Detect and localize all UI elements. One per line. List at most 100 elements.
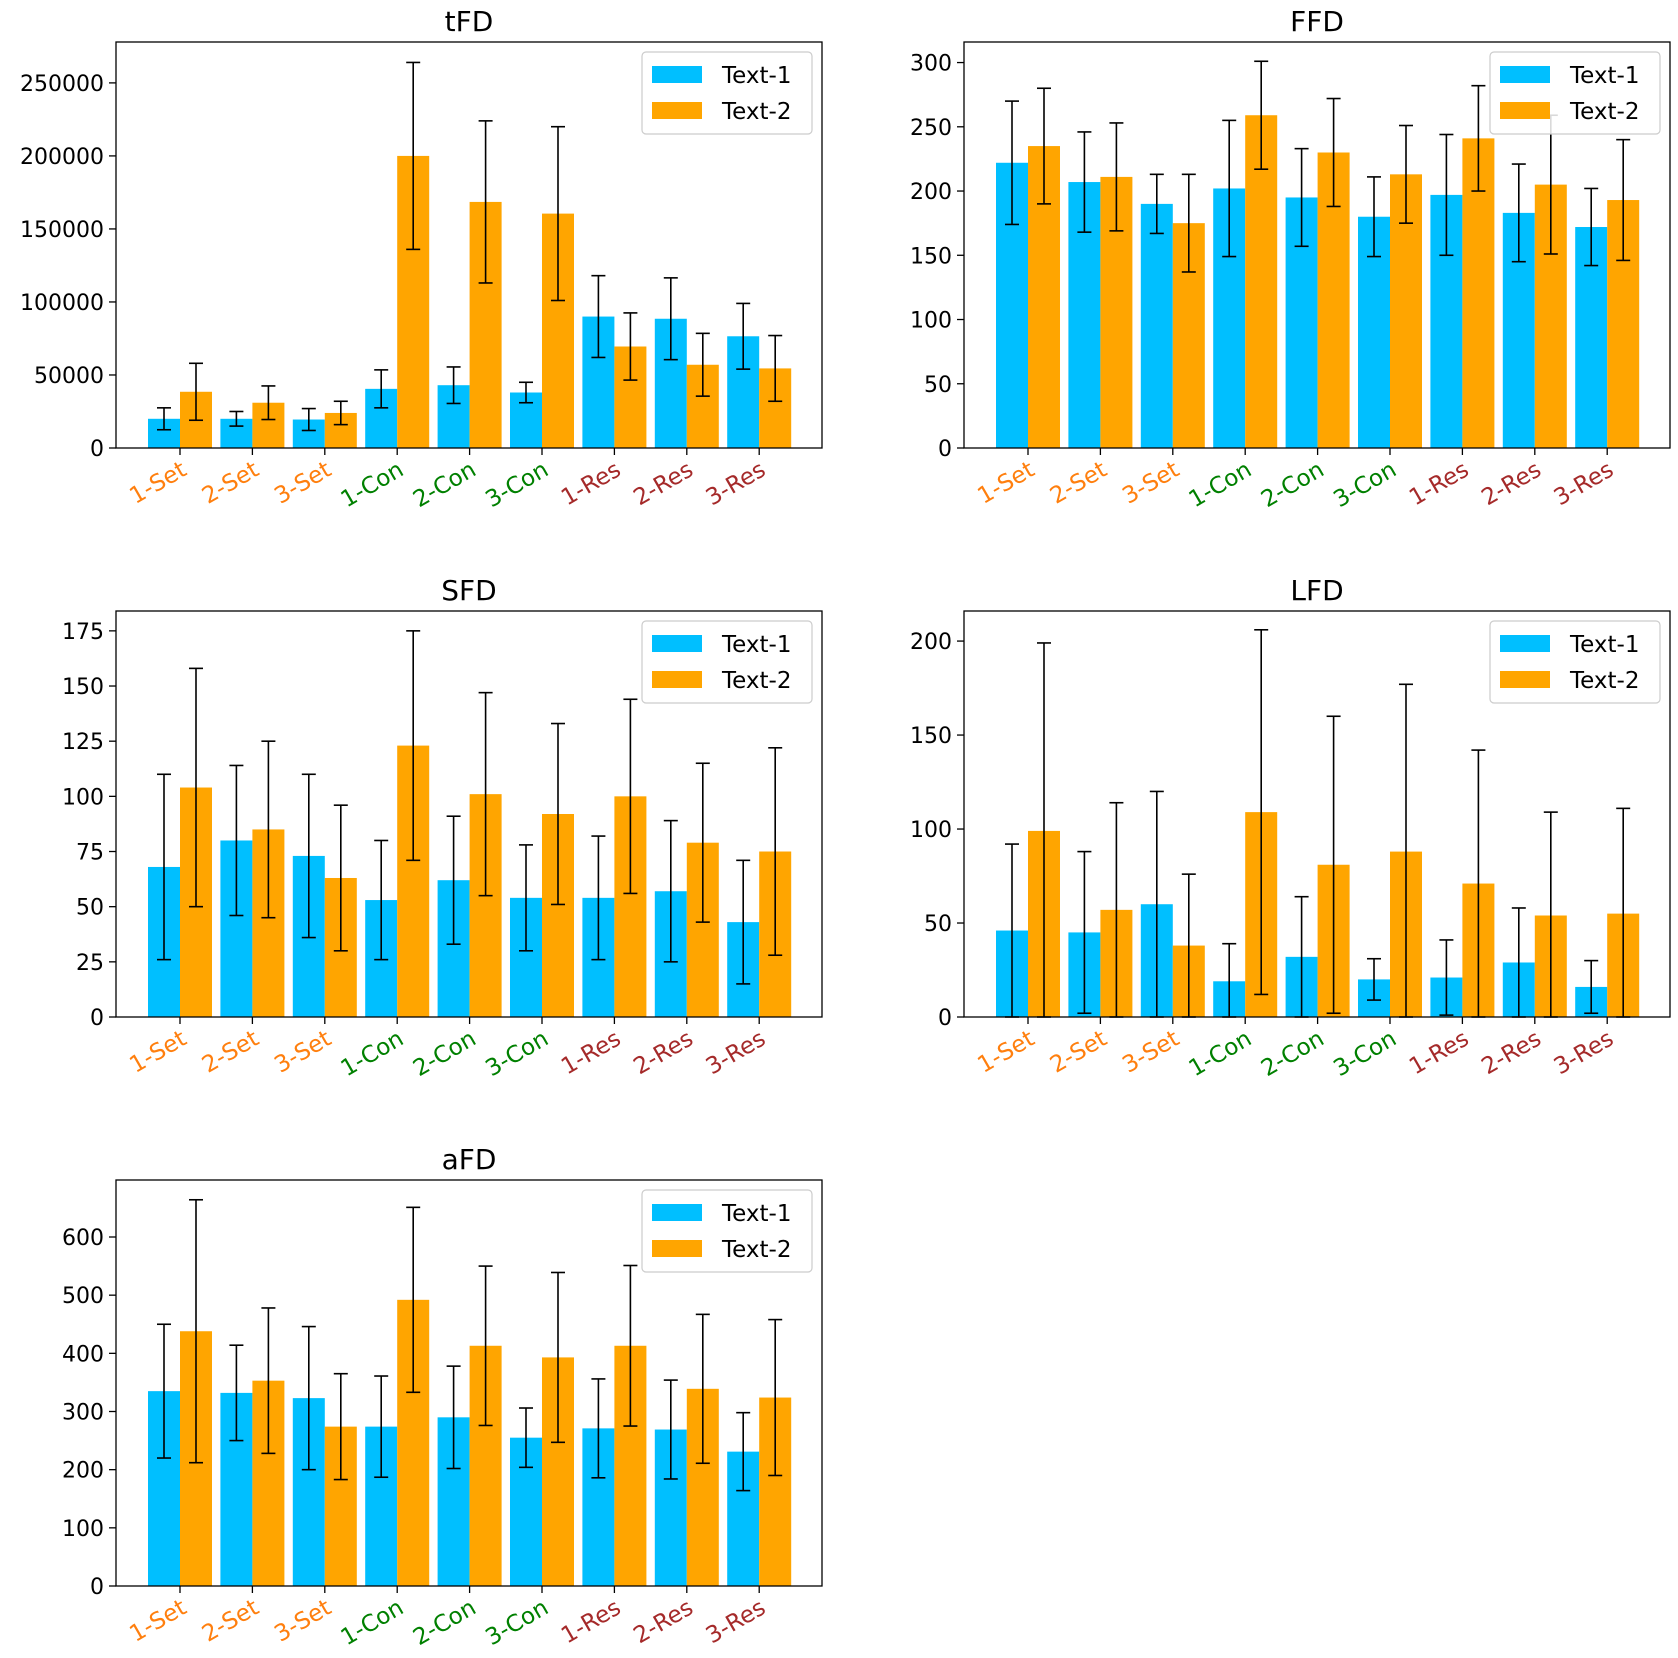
- error-bar: [1326, 97, 1341, 208]
- xtick-label-1-res: 1-Res: [557, 1026, 625, 1081]
- xtick-label-3-con: 3-Con: [481, 1595, 553, 1651]
- xtick-label-3-set: 3-Set: [270, 1026, 336, 1079]
- error-bar: [1439, 133, 1454, 257]
- legend-label-text-2: Text-2: [721, 99, 791, 125]
- xtick-label-3-set: 3-Set: [1118, 457, 1184, 510]
- error-bar: [591, 1378, 606, 1479]
- legend-label-text-2: Text-2: [721, 1237, 791, 1263]
- error-bar: [157, 773, 171, 961]
- ytick-label: 150: [910, 724, 952, 749]
- error-bar: [1254, 628, 1269, 996]
- xtick-label-3-set: 3-Set: [270, 457, 336, 510]
- legend-swatch-text-1: [652, 1204, 702, 1221]
- xtick-label-1-res: 1-Res: [1405, 457, 1473, 512]
- error-bar: [406, 61, 421, 251]
- error-bar: [1294, 147, 1309, 248]
- ytick-label: 50: [924, 912, 952, 937]
- ytick-label: 200: [62, 1459, 104, 1484]
- ytick-label: 125: [62, 730, 104, 755]
- legend-swatch-text-1: [652, 66, 702, 83]
- legend-swatch-text-1: [1500, 66, 1550, 83]
- error-bar: [695, 762, 710, 923]
- xtick-label-2-con: 2-Con: [409, 457, 481, 513]
- xtick-label-1-res: 1-Res: [557, 457, 625, 512]
- chart-afd: aFD 0 100 200 300 400 500 600 1-Set 2-Set 3-Set 1-C…: [62, 1143, 823, 1651]
- error-bar: [768, 334, 783, 403]
- legend-label-text-1: Text-1: [721, 1201, 791, 1227]
- xtick-label-1-con: 1-Con: [337, 1026, 409, 1082]
- error-bar: [768, 1318, 783, 1477]
- ytick-label: 100: [910, 309, 952, 334]
- ytick-label: 0: [938, 1006, 952, 1031]
- ytick-label: 500: [62, 1284, 104, 1309]
- ytick-label: 200000: [20, 145, 104, 170]
- error-bar: [261, 740, 276, 919]
- error-bar: [623, 312, 638, 381]
- xtick-label-2-res: 2-Res: [1477, 457, 1545, 512]
- xtick-label-2-set: 2-Set: [1046, 1026, 1112, 1079]
- error-bar: [229, 410, 244, 427]
- legend-label-text-2: Text-2: [1569, 99, 1639, 125]
- legend-swatch-text-2: [652, 671, 702, 688]
- legend-swatch-text-2: [1500, 671, 1550, 688]
- error-bar: [406, 1206, 421, 1394]
- ytick-label: 150: [910, 244, 952, 269]
- ytick-label: 0: [90, 437, 104, 462]
- xtick-label-2-set: 2-Set: [198, 1595, 264, 1648]
- bar-text-2-1-con: [1245, 115, 1278, 448]
- error-bar: [229, 764, 244, 917]
- ytick-label: 0: [90, 1006, 104, 1031]
- legend-label-text-1: Text-1: [1569, 63, 1639, 89]
- ytick-label: 100: [910, 818, 952, 843]
- error-bar: [551, 125, 565, 302]
- xtick-label-1-con: 1-Con: [337, 457, 409, 513]
- ytick-label: 75: [76, 841, 104, 866]
- xtick-label-3-res: 3-Res: [702, 457, 770, 512]
- error-bar: [261, 385, 276, 421]
- error-bar: [478, 120, 493, 284]
- xtick-label-2-con: 2-Con: [409, 1026, 481, 1082]
- ytick-label: 0: [90, 1575, 104, 1600]
- xtick-label-1-con: 1-Con: [337, 1595, 409, 1651]
- bar-text-1-3-set: [1140, 203, 1173, 448]
- chart-title: tFD: [445, 5, 494, 38]
- ytick-label: 50: [924, 373, 952, 398]
- error-bar: [623, 698, 638, 895]
- error-bar: [1077, 850, 1092, 1015]
- ytick-label: 0: [938, 437, 952, 462]
- xtick-label-2-set: 2-Set: [198, 1026, 264, 1079]
- legend-swatch-text-2: [652, 1240, 702, 1257]
- error-bar: [551, 722, 565, 906]
- legend-swatch-text-1: [1500, 635, 1550, 652]
- legend-swatch-text-2: [652, 102, 702, 119]
- error-bar: [1399, 124, 1413, 224]
- ytick-label: 175: [62, 620, 104, 645]
- error-bar: [189, 667, 203, 908]
- error-bar: [446, 1365, 461, 1470]
- xtick-label-3-res: 3-Res: [702, 1026, 770, 1081]
- error-bar: [333, 400, 348, 426]
- chart-lfd: LFD 0 50 100 150 200 1-Set 2-Set 3-Set 1-Con 2-Con…: [910, 574, 1671, 1082]
- error-bar: [301, 407, 316, 432]
- ytick-label: 250000: [20, 72, 104, 97]
- legend-label-text-2: Text-2: [1569, 668, 1639, 694]
- xtick-label-1-set: 1-Set: [125, 1595, 191, 1648]
- error-bar: [1149, 173, 1164, 235]
- xtick-label-3-con: 3-Con: [1329, 457, 1401, 513]
- error-bar: [1616, 138, 1631, 262]
- ytick-label: 600: [62, 1226, 104, 1251]
- error-bar: [374, 369, 389, 409]
- error-bar: [591, 274, 606, 359]
- ytick-label: 200: [910, 180, 952, 205]
- error-bar: [1222, 119, 1237, 258]
- chart-title: FFD: [1290, 5, 1344, 38]
- xtick-label-1-set: 1-Set: [973, 1026, 1039, 1079]
- error-bar: [157, 407, 171, 431]
- chart-title: SFD: [441, 574, 496, 607]
- legend-swatch-text-2: [1500, 102, 1550, 119]
- error-bar: [663, 1379, 678, 1480]
- error-bar: [1005, 100, 1019, 226]
- error-bar: [1367, 957, 1381, 1001]
- error-bar: [519, 1407, 533, 1469]
- ytick-label: 100: [62, 785, 104, 810]
